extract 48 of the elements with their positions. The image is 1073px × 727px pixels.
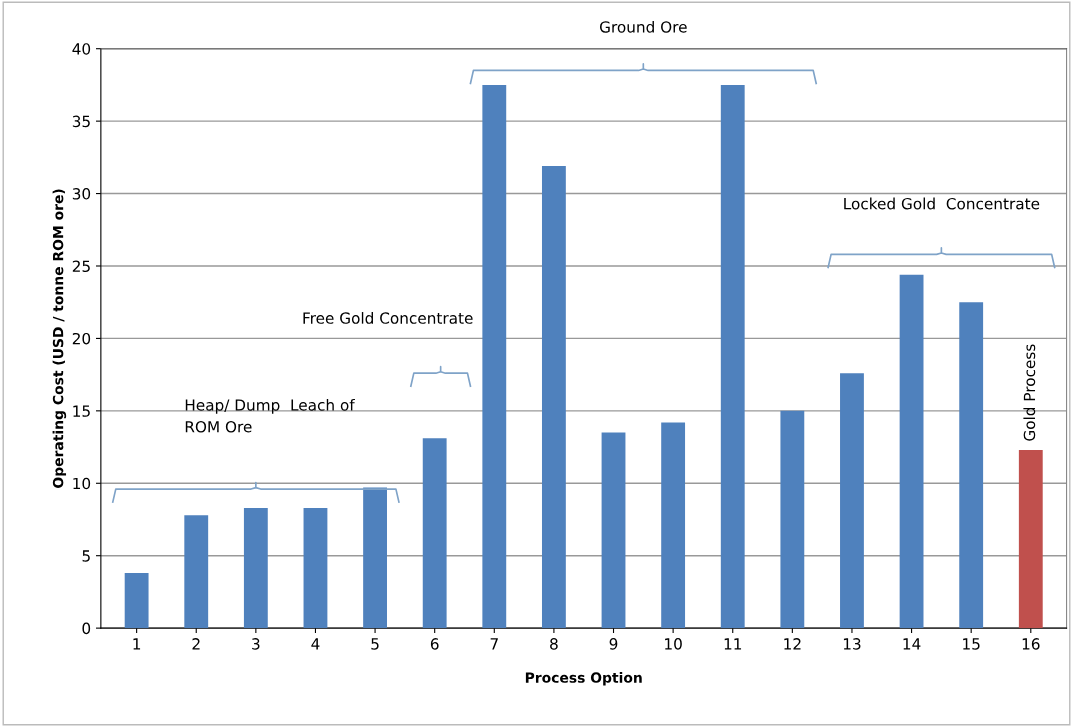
y-tick-label: 20 <box>72 332 91 345</box>
y-tick-label: 5 <box>82 550 90 562</box>
bar <box>303 507 328 629</box>
x-tick-label: 15 <box>963 638 980 650</box>
y-tick-label: 40 <box>72 43 91 55</box>
bar <box>184 515 209 629</box>
bar <box>482 84 507 629</box>
x-tick-label: 7 <box>490 638 498 650</box>
bar <box>541 166 566 629</box>
bar <box>899 274 924 629</box>
x-tick-label: 16 <box>1022 638 1040 650</box>
bar <box>363 487 387 629</box>
text: Ground Ore <box>599 20 687 33</box>
bar <box>601 432 626 629</box>
x-tick-label: 11 <box>724 638 742 650</box>
bar <box>840 373 864 629</box>
x-tick-label: 6 <box>430 638 439 650</box>
x-tick-label: 14 <box>903 638 921 650</box>
annotation: Free Gold Concentrate <box>303 312 473 324</box>
y-tick-label: 35 <box>72 115 90 128</box>
x-axis-title: Process Option <box>525 672 642 686</box>
y-tick-label: 10 <box>73 477 91 490</box>
x-tick-label: 4 <box>311 638 320 650</box>
annotation: Gold Process <box>1023 344 1036 441</box>
y-tick-label: 15 <box>73 405 90 417</box>
bar <box>1018 449 1043 629</box>
annotation: Locked Gold Concentrate <box>844 197 1040 210</box>
bar <box>720 84 745 629</box>
bar <box>780 410 805 629</box>
y-tick-label: 0 <box>82 622 91 635</box>
bar <box>243 507 268 629</box>
bar <box>422 438 447 629</box>
x-tick-label: 1 <box>133 638 141 650</box>
y-tick-label: 30 <box>72 188 91 200</box>
annotation: Heap/ Dump Leach of ROM Ore <box>185 398 355 433</box>
y-tick-label: 25 <box>72 260 90 273</box>
bar <box>661 422 686 629</box>
x-tick-label: 10 <box>665 638 682 650</box>
x-tick-label: 5 <box>371 638 379 650</box>
x-tick-label: 3 <box>252 638 260 650</box>
x-tick-label: 8 <box>550 638 558 650</box>
bar <box>959 302 984 629</box>
y-axis-title: Operating Cost (USD / tonne ROM ore) <box>52 189 67 488</box>
bar <box>124 573 149 629</box>
x-tick-label: 9 <box>609 638 618 650</box>
x-tick-label: 2 <box>192 638 200 650</box>
x-tick-label: 13 <box>843 638 861 650</box>
x-tick-label: 12 <box>784 638 801 650</box>
